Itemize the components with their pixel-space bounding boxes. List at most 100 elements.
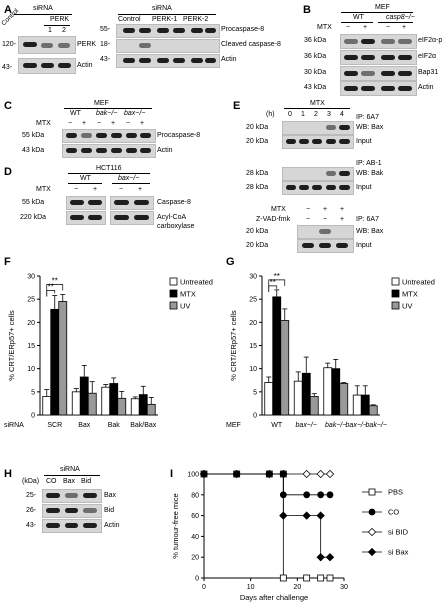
siRNA-header: siRNA <box>60 466 80 473</box>
x-tick-label: bak−/− <box>366 422 387 429</box>
mtx-label: MTX <box>36 186 51 193</box>
kda-label: 43- <box>26 522 37 529</box>
row-label: Actin <box>77 62 93 69</box>
mtx-sign: − <box>119 186 124 193</box>
input-label: Input <box>356 242 372 249</box>
mtx-sign: + <box>82 120 87 127</box>
panel-label-b: B <box>303 4 311 16</box>
bar <box>309 396 319 416</box>
row-label: Actin <box>157 147 173 154</box>
group-label-wt: WT <box>80 175 91 182</box>
significance-label: ** <box>274 272 280 281</box>
mef-header: MEF <box>375 4 390 11</box>
bar <box>71 391 81 416</box>
band <box>83 523 97 528</box>
kda-label: 220 kDa <box>20 214 47 221</box>
y-tick-label: 25 <box>27 297 35 304</box>
band <box>139 28 151 33</box>
data-point <box>367 547 377 557</box>
row-label: Cleaved caspase-8 <box>221 41 281 48</box>
legend-swatch <box>169 301 178 310</box>
legend-label: Untreated <box>402 278 435 287</box>
bar <box>87 392 97 416</box>
band <box>65 508 78 513</box>
band <box>140 133 151 138</box>
y-axis-label: % CRT/ERp57+ cells <box>7 310 16 381</box>
y-tick-label: 30 <box>27 274 35 281</box>
blot-eif2a-p <box>340 34 417 49</box>
row-label: eIF2α <box>418 53 437 60</box>
band <box>123 28 135 33</box>
x-tick-label: 10 <box>247 584 255 591</box>
zvad-label: Z-VAD-fmk <box>256 216 291 223</box>
x-tick-label: Bax <box>78 422 91 429</box>
x-tick-label: WT <box>271 422 283 429</box>
kda-label: 36 kDa <box>304 53 327 60</box>
kda-label: 18- <box>100 41 111 48</box>
row-label: MEF <box>226 422 241 429</box>
blot-input-bax <box>282 135 354 149</box>
group-label-casp8: casp8−/− <box>386 14 415 21</box>
legend-label: UV <box>402 302 412 311</box>
band <box>336 243 348 248</box>
bar <box>58 301 68 416</box>
row-label: Bax <box>104 492 117 499</box>
data-point <box>368 488 376 496</box>
data-point <box>326 574 334 582</box>
mtx-sign: − <box>74 186 79 193</box>
legend-label: CO <box>388 508 399 517</box>
band <box>339 139 350 144</box>
blot-input-bak <box>282 181 354 195</box>
band <box>96 133 107 138</box>
band <box>70 215 84 220</box>
header-line <box>68 173 150 174</box>
x-tick-label: bax−/− <box>296 422 317 429</box>
bar <box>293 380 303 416</box>
series-line <box>204 473 330 558</box>
zvad-sign: − <box>323 216 328 223</box>
data-point <box>199 469 209 479</box>
row-label: carboxylase <box>157 223 195 230</box>
mtx-sign: − <box>306 206 311 213</box>
hours-label: (h) <box>266 111 275 118</box>
mtx-label: MTX <box>317 24 332 31</box>
band <box>83 508 97 513</box>
band <box>381 86 395 91</box>
blot-caspase8-wt <box>66 196 106 210</box>
header-line <box>118 14 216 15</box>
band <box>361 55 375 60</box>
lane-label-control: Control <box>118 16 141 23</box>
kda-label: 43- <box>2 64 13 71</box>
blot-acc-bax <box>110 211 154 225</box>
input-label: Input <box>356 138 372 145</box>
kda-label: 30 kDa <box>304 69 327 76</box>
band <box>81 133 92 138</box>
row-label: Actin <box>418 84 434 91</box>
band <box>83 493 97 498</box>
mtx-sign: − <box>126 120 131 127</box>
y-tick-label: 60 <box>191 513 199 520</box>
lane-label-perk2: PERK-2 <box>183 16 209 23</box>
band <box>398 86 412 91</box>
y-tick-label: 15 <box>249 343 257 350</box>
band <box>70 200 84 205</box>
legend-swatch <box>391 277 400 286</box>
panel-label-e: E <box>233 100 241 112</box>
kda-label: 43 kDa <box>22 147 45 154</box>
panel-label-a: A <box>4 4 12 16</box>
x-tick-label: bak−/− <box>325 422 346 429</box>
data-point <box>302 511 311 520</box>
blot-bid <box>42 504 102 518</box>
bar <box>360 394 370 416</box>
band <box>66 148 77 153</box>
mtx-sign: + <box>111 120 116 127</box>
band <box>96 148 107 153</box>
y-tick-label: 20 <box>191 555 199 562</box>
legend-label: UV <box>180 302 190 311</box>
band <box>326 171 336 176</box>
bar <box>109 383 119 416</box>
kda-label: 55 kDa <box>22 132 45 139</box>
bar <box>272 296 282 416</box>
legend-label: MTX <box>402 290 418 299</box>
band <box>302 243 314 248</box>
